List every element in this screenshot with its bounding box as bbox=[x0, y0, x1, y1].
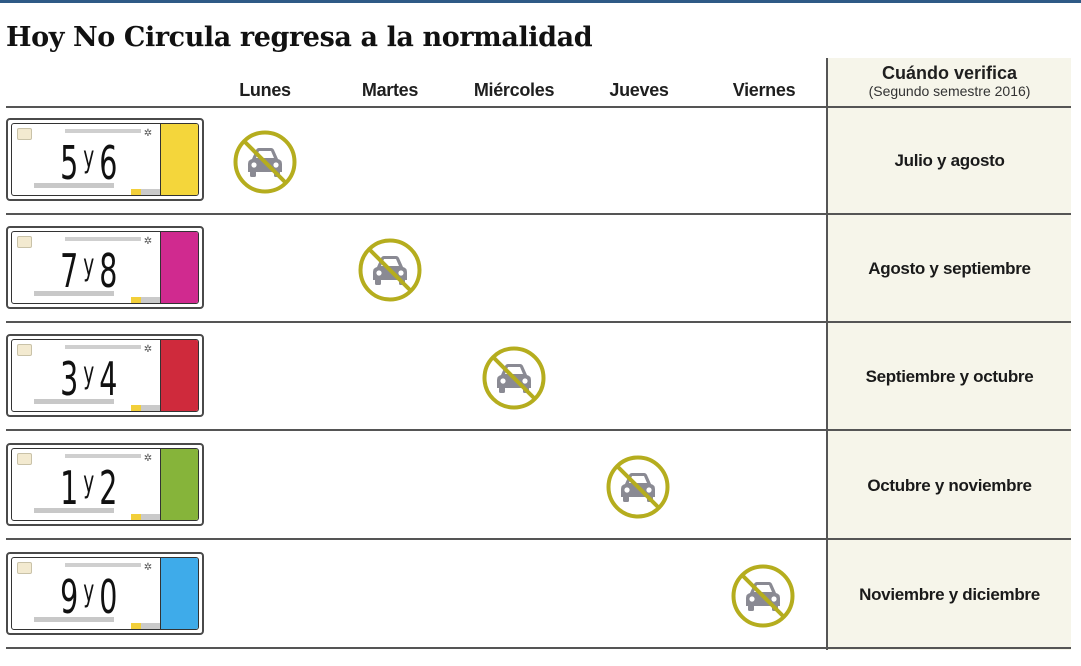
page-title: Hoy No Circula regresa a la normalidad bbox=[6, 22, 593, 53]
plate-digits: 3y4 bbox=[60, 352, 120, 406]
verification-column-background bbox=[828, 58, 1071, 650]
header-divider bbox=[6, 106, 1071, 108]
plate-yellow-mark bbox=[131, 623, 141, 629]
license-plate: ✲ 7y8 bbox=[6, 226, 204, 309]
cdmx-emblem-icon bbox=[17, 344, 32, 356]
coat-of-arms-icon: ✲ bbox=[143, 562, 153, 573]
table-row: ✲ 1y2 Octubre y noviembre bbox=[0, 432, 1081, 540]
plate-stripe bbox=[131, 623, 164, 629]
coat-of-arms-icon: ✲ bbox=[143, 344, 153, 355]
day-header-jueves: Jueves bbox=[609, 80, 669, 100]
plate-stripe bbox=[65, 563, 141, 567]
plate-yellow-mark bbox=[131, 297, 141, 303]
plate-color-band bbox=[160, 124, 198, 195]
column-divider bbox=[826, 58, 828, 650]
plate-stripe bbox=[65, 237, 141, 241]
plate-color-band bbox=[160, 232, 198, 303]
no-car-icon bbox=[358, 238, 422, 302]
plate-stripe bbox=[131, 189, 164, 195]
coat-of-arms-icon: ✲ bbox=[143, 453, 153, 464]
plate-stripe bbox=[131, 405, 164, 411]
plate-yellow-mark bbox=[131, 405, 141, 411]
row-divider bbox=[6, 647, 1071, 649]
table-row: ✲ 5y6 Julio y agosto bbox=[0, 107, 1081, 215]
no-car-icon bbox=[233, 130, 297, 194]
verification-months: Octubre y noviembre bbox=[867, 476, 1032, 495]
license-plate: ✲ 5y6 bbox=[6, 118, 204, 201]
plate-stripe bbox=[34, 617, 114, 622]
no-car-icon bbox=[606, 455, 670, 519]
plate-color-band bbox=[160, 340, 198, 411]
plate-yellow-mark bbox=[131, 514, 141, 520]
row-divider bbox=[6, 213, 1071, 215]
cdmx-emblem-icon bbox=[17, 453, 32, 465]
row-divider bbox=[6, 429, 1071, 431]
plate-stripe bbox=[131, 514, 164, 520]
license-plate: ✲ 1y2 bbox=[6, 443, 204, 526]
plate-stripe bbox=[131, 297, 164, 303]
day-header-martes: Martes bbox=[361, 80, 419, 100]
plate-stripe bbox=[34, 399, 114, 404]
plate-digits: 5y6 bbox=[60, 136, 120, 190]
day-header-miercoles: Miércoles bbox=[473, 80, 555, 100]
row-divider bbox=[6, 321, 1071, 323]
table-row: ✲ 7y8 Agosto y septiembre bbox=[0, 215, 1081, 323]
license-plate: ✲ 9y0 bbox=[6, 552, 204, 635]
plate-stripe bbox=[65, 345, 141, 349]
verification-header: Cuándo verifica (Segundo semestre 2016) bbox=[828, 63, 1071, 99]
cdmx-emblem-icon bbox=[17, 128, 32, 140]
plate-stripe bbox=[34, 183, 114, 188]
verification-months: Agosto y septiembre bbox=[868, 259, 1031, 278]
cdmx-emblem-icon bbox=[17, 236, 32, 248]
top-accent-bar bbox=[0, 0, 1081, 3]
plate-digits: 7y8 bbox=[60, 244, 120, 298]
coat-of-arms-icon: ✲ bbox=[143, 236, 153, 247]
verification-months: Julio y agosto bbox=[894, 151, 1005, 170]
row-divider bbox=[6, 538, 1071, 540]
no-car-icon bbox=[482, 346, 546, 410]
plate-digits: 1y2 bbox=[60, 461, 120, 515]
plate-digits: 9y0 bbox=[60, 570, 120, 624]
plate-yellow-mark bbox=[131, 189, 141, 195]
table-row: ✲ 9y0 Noviembre y diciembre bbox=[0, 541, 1081, 649]
cdmx-emblem-icon bbox=[17, 562, 32, 574]
plate-stripe bbox=[65, 454, 141, 458]
plate-color-band bbox=[160, 558, 198, 629]
no-car-icon bbox=[731, 564, 795, 628]
plate-stripe bbox=[65, 129, 141, 133]
coat-of-arms-icon: ✲ bbox=[143, 128, 153, 139]
day-header-lunes: Lunes bbox=[239, 80, 291, 100]
plate-stripe bbox=[34, 508, 114, 513]
table-row: ✲ 3y4 Septiembre y octubre bbox=[0, 323, 1081, 431]
license-plate: ✲ 3y4 bbox=[6, 334, 204, 417]
verification-months: Septiembre y octubre bbox=[865, 367, 1034, 386]
verification-months: Noviembre y diciembre bbox=[859, 585, 1040, 604]
day-header-viernes: Viernes bbox=[732, 80, 796, 100]
plate-stripe bbox=[34, 291, 114, 296]
plate-color-band bbox=[160, 449, 198, 520]
verification-header-title: Cuándo verifica bbox=[881, 63, 1018, 83]
verification-header-subtitle: (Segundo semestre 2016) bbox=[868, 83, 1031, 99]
